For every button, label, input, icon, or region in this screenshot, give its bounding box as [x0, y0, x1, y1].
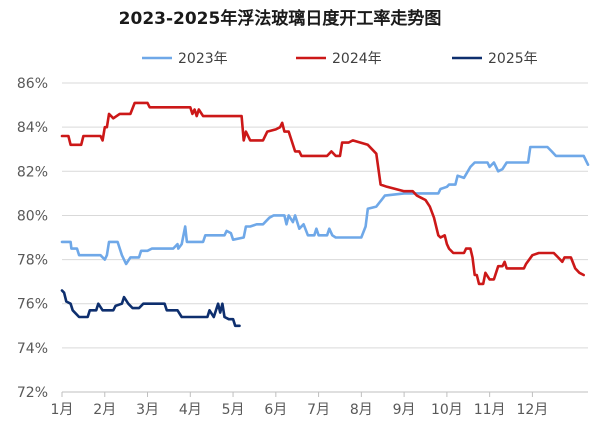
- series-line-2: [60, 101, 585, 286]
- legend: 2023年 2024年 2025年: [142, 51, 538, 67]
- x-tick-label: 8月: [350, 402, 373, 418]
- x-tick-label: 2月: [93, 402, 116, 418]
- y-tick-label: 72%: [17, 385, 48, 401]
- x-tick-label: 3月: [136, 402, 159, 418]
- y-tick-label: 74%: [17, 341, 48, 357]
- x-tick-label: 1月: [51, 402, 74, 418]
- series-line-1: [60, 145, 590, 266]
- x-axis-labels: 1月 2月 3月 4月 5月 6月 7月 8月 9月 10月 11月 12月: [51, 402, 549, 418]
- y-tick-label: 80%: [17, 208, 48, 224]
- legend-label-1: 2023年: [178, 51, 228, 67]
- series-lines: [60, 101, 590, 328]
- x-axis: [61, 391, 588, 397]
- x-tick-label: 11月: [474, 402, 506, 418]
- legend-label-3: 2025年: [488, 51, 538, 67]
- y-tick-label: 78%: [17, 253, 48, 269]
- y-tick-label: 84%: [17, 120, 48, 136]
- chart-title: 2023-2025年浮法玻璃日度开工率走势图: [118, 9, 442, 29]
- series-line-3: [60, 289, 241, 328]
- x-tick-label: 12月: [516, 402, 548, 418]
- y-tick-label: 76%: [17, 297, 48, 313]
- gridlines: [62, 82, 588, 349]
- x-tick-label: 4月: [179, 402, 202, 418]
- y-tick-label: 82%: [17, 164, 48, 180]
- y-tick-label: 86%: [17, 76, 48, 92]
- x-tick-label: 5月: [222, 402, 245, 418]
- x-tick-label: 10月: [431, 402, 463, 418]
- x-tick-label: 7月: [307, 402, 330, 418]
- y-axis-labels: 72% 74% 76% 78% 80% 82% 84% 86%: [17, 76, 48, 401]
- legend-label-2: 2024年: [332, 51, 382, 67]
- x-tick-label: 9月: [393, 402, 416, 418]
- x-tick-label: 6月: [264, 402, 287, 418]
